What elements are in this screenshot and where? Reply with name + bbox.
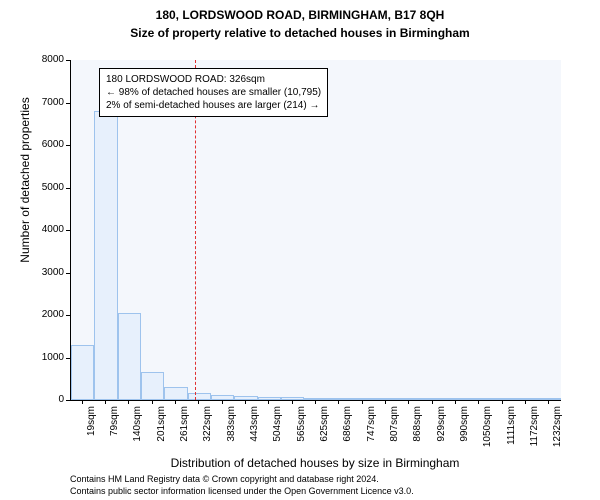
x-tick-label: 201sqm <box>156 406 167 456</box>
x-tick-mark <box>152 400 153 404</box>
y-tick-mark <box>66 400 70 401</box>
y-tick-label: 7000 <box>42 97 64 108</box>
x-tick-label: 565sqm <box>296 406 307 456</box>
histogram-bar <box>164 387 187 400</box>
x-tick-label: 1111sqm <box>506 406 517 456</box>
x-tick-mark <box>385 400 386 404</box>
x-tick-label: 504sqm <box>272 406 283 456</box>
y-tick-mark <box>66 145 70 146</box>
x-tick-mark <box>105 400 106 404</box>
x-tick-mark <box>315 400 316 404</box>
x-tick-mark <box>128 400 129 404</box>
x-tick-mark <box>245 400 246 404</box>
y-tick-label: 4000 <box>42 224 64 235</box>
x-tick-mark <box>292 400 293 404</box>
y-tick-mark <box>66 188 70 189</box>
x-tick-mark <box>408 400 409 404</box>
x-tick-label: 625sqm <box>319 406 330 456</box>
x-tick-mark <box>478 400 479 404</box>
histogram-bar <box>281 397 304 400</box>
y-tick-label: 3000 <box>42 267 64 278</box>
x-tick-mark <box>268 400 269 404</box>
x-tick-label: 140sqm <box>132 406 143 456</box>
x-tick-label: 1232sqm <box>552 406 563 456</box>
x-tick-mark <box>455 400 456 404</box>
x-tick-label: 261sqm <box>179 406 190 456</box>
y-tick-label: 8000 <box>42 54 64 65</box>
y-axis-label: Number of detached properties <box>18 50 32 310</box>
histogram-bar <box>351 398 374 400</box>
histogram-bar <box>118 313 141 400</box>
x-tick-label: 322sqm <box>202 406 213 456</box>
x-tick-label: 443sqm <box>249 406 260 456</box>
x-tick-label: 1172sqm <box>529 406 540 456</box>
x-tick-label: 686sqm <box>342 406 353 456</box>
y-tick-label: 2000 <box>42 309 64 320</box>
x-tick-label: 807sqm <box>389 406 400 456</box>
y-tick-label: 5000 <box>42 182 64 193</box>
annotation-line: 2% of semi-detached houses are larger (2… <box>106 99 321 112</box>
chart-container: 180, LORDSWOOD ROAD, BIRMINGHAM, B17 8QH… <box>0 0 600 500</box>
footer-line-2: Contains public sector information licen… <box>70 486 414 498</box>
histogram-bar <box>188 393 211 400</box>
x-tick-mark <box>432 400 433 404</box>
x-axis-label: Distribution of detached houses by size … <box>70 456 560 470</box>
chart-title-sub: Size of property relative to detached ho… <box>0 26 600 40</box>
x-tick-label: 1050sqm <box>482 406 493 456</box>
y-tick-label: 0 <box>58 394 64 405</box>
x-tick-label: 383sqm <box>226 406 237 456</box>
x-tick-mark <box>175 400 176 404</box>
x-tick-label: 79sqm <box>109 406 120 456</box>
y-tick-mark <box>66 358 70 359</box>
chart-title-main: 180, LORDSWOOD ROAD, BIRMINGHAM, B17 8QH <box>0 8 600 22</box>
histogram-bar <box>421 398 444 400</box>
y-tick-mark <box>66 315 70 316</box>
x-tick-label: 929sqm <box>436 406 447 456</box>
y-tick-label: 1000 <box>42 352 64 363</box>
y-tick-label: 6000 <box>42 139 64 150</box>
y-tick-mark <box>66 273 70 274</box>
histogram-bar <box>491 398 514 400</box>
histogram-bar <box>211 395 234 400</box>
x-tick-mark <box>525 400 526 404</box>
histogram-bar <box>71 345 94 400</box>
y-tick-mark <box>66 60 70 61</box>
x-tick-mark <box>222 400 223 404</box>
x-tick-mark <box>362 400 363 404</box>
annotation-box: 180 LORDSWOOD ROAD: 326sqm← 98% of detac… <box>99 68 328 117</box>
x-tick-mark <box>82 400 83 404</box>
y-tick-mark <box>66 230 70 231</box>
x-tick-mark <box>338 400 339 404</box>
x-tick-label: 19sqm <box>86 406 97 456</box>
y-tick-mark <box>66 103 70 104</box>
x-tick-mark <box>198 400 199 404</box>
x-tick-mark <box>502 400 503 404</box>
histogram-bar <box>94 111 117 400</box>
histogram-bar <box>141 372 164 400</box>
annotation-line: ← 98% of detached houses are smaller (10… <box>106 86 321 99</box>
x-tick-label: 868sqm <box>412 406 423 456</box>
x-tick-mark <box>548 400 549 404</box>
annotation-line: 180 LORDSWOOD ROAD: 326sqm <box>106 73 321 86</box>
plot-area: 180 LORDSWOOD ROAD: 326sqm← 98% of detac… <box>70 60 561 401</box>
footer-line-1: Contains HM Land Registry data © Crown c… <box>70 474 414 486</box>
chart-footer: Contains HM Land Registry data © Crown c… <box>70 474 414 497</box>
x-tick-label: 747sqm <box>366 406 377 456</box>
x-tick-label: 990sqm <box>459 406 470 456</box>
